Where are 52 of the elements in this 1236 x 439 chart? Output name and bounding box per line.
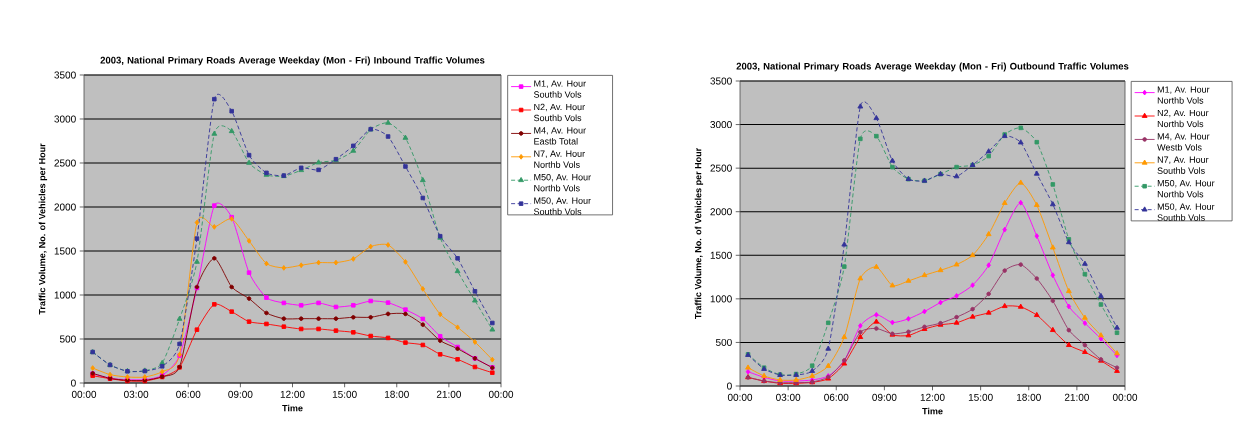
legend-label: N2, Av. Hour Northb Vols bbox=[1157, 109, 1209, 128]
y-axis-title: Traffic Volume, No. of Vehicles per Hour bbox=[38, 143, 48, 315]
x-tick-label: 18:00 bbox=[385, 390, 409, 398]
x-tick-label: 00:00 bbox=[71, 390, 97, 398]
x-tick-label: 00:00 bbox=[1112, 393, 1138, 401]
x-tick-label: 03:00 bbox=[776, 393, 801, 401]
x-axis-title: Time bbox=[922, 407, 943, 415]
y-tick-label: 3500 bbox=[54, 71, 76, 79]
y-tick-label: 3000 bbox=[54, 115, 76, 123]
x-tick-label: 03:00 bbox=[124, 390, 149, 398]
x-tick-label: 00:00 bbox=[488, 390, 514, 398]
x-tick-label: 21:00 bbox=[1064, 393, 1090, 401]
legend-label: N2, Av. Hour Southb Vols bbox=[533, 103, 585, 122]
y-tick-label: 0 bbox=[71, 379, 76, 387]
y-tick-label: 3500 bbox=[710, 77, 732, 85]
x-tick-label: 06:00 bbox=[176, 390, 201, 398]
x-tick-label: 09:00 bbox=[872, 393, 897, 401]
y-tick-label: 2500 bbox=[710, 164, 732, 172]
y-tick-label: 1500 bbox=[710, 251, 732, 259]
x-tick-label: 15:00 bbox=[968, 393, 993, 401]
x-tick-label: 06:00 bbox=[824, 393, 849, 401]
legend-label: M4, Av. Hour Westb Vols bbox=[1157, 133, 1210, 151]
legend-label: N7, Av. Hour Northb Vols bbox=[534, 150, 585, 168]
x-tick-label: 00:00 bbox=[727, 393, 753, 401]
legend-label: M50, Av. Hour Southb Vols bbox=[533, 197, 591, 215]
x-tick-label: 21:00 bbox=[436, 390, 461, 398]
x-tick-label: 15:00 bbox=[332, 390, 357, 398]
y-tick-label: 1000 bbox=[710, 295, 732, 303]
y-tick-label: 500 bbox=[59, 335, 76, 343]
y-tick-label: 500 bbox=[715, 338, 732, 346]
y-tick-label: 2500 bbox=[54, 159, 76, 167]
legend-label: N7, Av. Hour Southb Vols bbox=[1157, 156, 1209, 174]
legend-label: M50, Av. Hour Southb Vols bbox=[1157, 203, 1215, 221]
y-axis-title: Traffic Volume, No. of Vehicles per Hour bbox=[694, 148, 704, 320]
x-tick-label: 18:00 bbox=[1017, 393, 1041, 401]
y-tick-label: 2000 bbox=[54, 203, 76, 211]
legend-label: M1, Av. Hour Southb Vols bbox=[533, 80, 586, 98]
legend-label: M1, Av. Hour Northb Vols bbox=[1157, 86, 1210, 104]
y-tick-label: 3000 bbox=[710, 121, 732, 129]
y-tick-label: 0 bbox=[727, 382, 732, 390]
x-tick-label: 12:00 bbox=[920, 393, 945, 401]
legend-label: M4, Av. Hour Eastb Total bbox=[534, 127, 586, 145]
x-tick-label: 09:00 bbox=[228, 390, 253, 398]
y-tick-label: 2000 bbox=[710, 208, 732, 216]
y-tick-label: 1000 bbox=[54, 291, 76, 299]
legend-label: M50, Av. Hour Northb Vols bbox=[1157, 180, 1215, 198]
x-tick-label: 12:00 bbox=[280, 390, 305, 398]
chart-title: 2003, National Primary Roads Average Weekday (Mon - Fri) Inbound Traffic Volumes bbox=[100, 56, 485, 66]
legend-label: M50, Av. Hour Northb Vols bbox=[534, 174, 591, 192]
x-axis-title: Time bbox=[282, 404, 303, 412]
chart-title: 2003, National Primary Roads Average Weekday (Mon - Fri) Outbound Traffic Volumes bbox=[736, 62, 1129, 72]
y-tick-label: 1500 bbox=[54, 247, 76, 255]
